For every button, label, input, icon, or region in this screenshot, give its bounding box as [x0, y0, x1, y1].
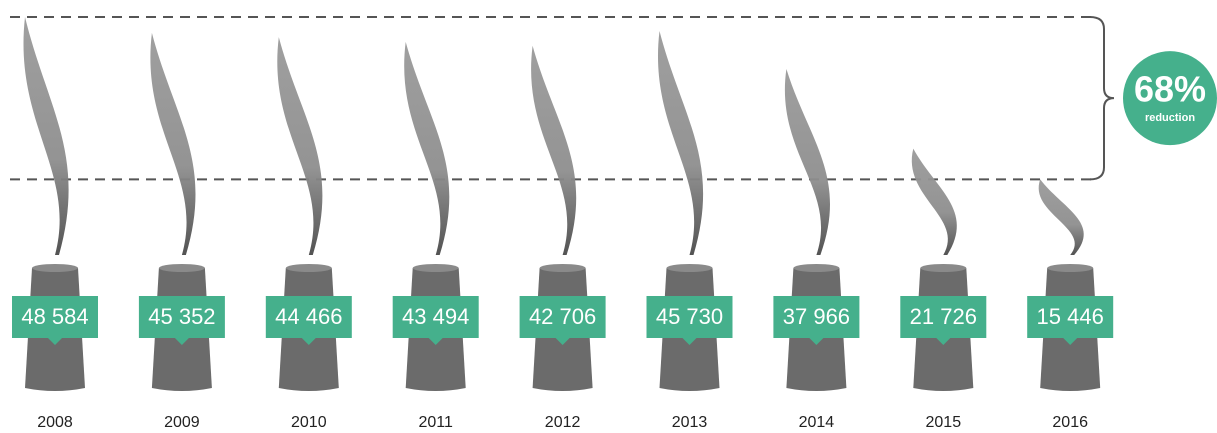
reduction-badge — [1123, 51, 1217, 146]
value-box — [138, 296, 225, 345]
smoke — [277, 37, 323, 256]
value-label: 37 966 — [783, 304, 850, 329]
value-box — [519, 296, 606, 345]
x-tick-label: 2012 — [545, 414, 581, 431]
chimney-top — [412, 264, 459, 272]
value-box — [392, 296, 479, 345]
value-label: 45 730 — [656, 304, 723, 329]
x-tick-label: 2008 — [37, 414, 73, 431]
chimney-top — [285, 264, 332, 272]
x-tick-label: 2013 — [672, 414, 708, 431]
chimney-top — [666, 264, 713, 272]
x-tick-label: 2010 — [291, 414, 327, 431]
smoke — [784, 69, 831, 255]
chimney-top — [158, 264, 205, 272]
chimney-top — [1047, 264, 1094, 272]
brace — [1089, 16, 1115, 181]
value-box — [1027, 296, 1114, 345]
reduction-value: 68% — [1134, 69, 1206, 110]
smoke — [911, 148, 957, 255]
smoke — [531, 45, 577, 256]
x-tick-label: 2015 — [926, 414, 962, 431]
value-box — [900, 296, 987, 345]
value-label: 43 494 — [402, 304, 469, 329]
smoke — [404, 41, 450, 256]
value-label: 45 352 — [148, 304, 215, 329]
chimney-top — [793, 264, 840, 272]
reduction-text: reduction — [1145, 112, 1195, 124]
value-box — [265, 296, 352, 345]
smoke — [1038, 179, 1084, 255]
x-tick-label: 2016 — [1052, 414, 1088, 431]
x-tick-label: 2011 — [418, 414, 453, 431]
value-box — [12, 296, 98, 345]
smoke — [23, 17, 69, 255]
value-label: 48 584 — [21, 304, 88, 329]
chimney-top — [32, 264, 78, 272]
value-box — [773, 296, 860, 345]
smoke — [150, 32, 196, 255]
value-label: 42 706 — [529, 304, 596, 329]
value-box — [646, 296, 733, 345]
x-tick-label: 2014 — [799, 414, 835, 431]
chimney-top — [920, 264, 967, 272]
x-tick-label: 2009 — [164, 414, 200, 431]
value-label: 21 726 — [910, 304, 977, 329]
chimney-top — [539, 264, 586, 272]
value-label: 44 466 — [275, 304, 342, 329]
smoke — [657, 30, 704, 255]
value-label: 15 446 — [1037, 304, 1104, 329]
